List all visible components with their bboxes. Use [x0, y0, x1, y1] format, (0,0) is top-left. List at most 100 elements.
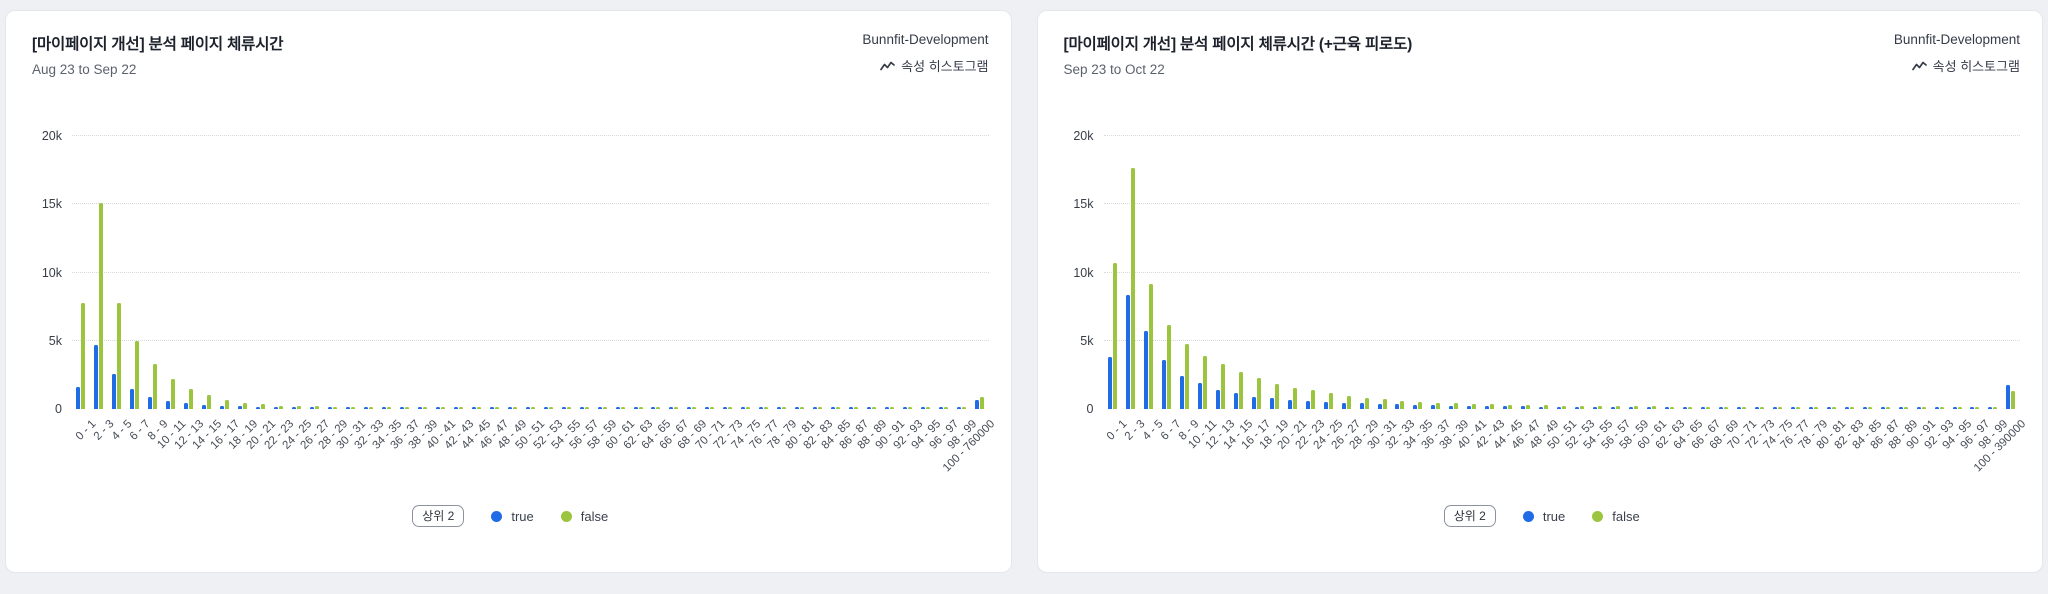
bar-true[interactable] [1754, 407, 1759, 409]
bar-true[interactable] [795, 407, 800, 409]
bar-false[interactable] [1921, 407, 1926, 409]
bar-true[interactable] [1952, 407, 1957, 409]
bar-true[interactable] [1934, 407, 1939, 409]
bar-true[interactable] [417, 407, 422, 409]
bar-true[interactable] [867, 407, 872, 409]
bar-true[interactable] [525, 407, 530, 409]
bar-false[interactable] [908, 407, 913, 409]
bar-false[interactable] [1112, 263, 1117, 409]
bar-false[interactable] [458, 407, 463, 409]
bar-false[interactable] [728, 407, 733, 409]
bar-true[interactable] [1287, 400, 1292, 409]
bar-true[interactable] [615, 407, 620, 409]
bar-false[interactable] [1562, 405, 1567, 409]
bar-true[interactable] [1629, 407, 1634, 409]
bar-true[interactable] [723, 407, 728, 409]
bar-true[interactable] [1179, 376, 1184, 409]
bar-false[interactable] [818, 407, 823, 409]
bar-true[interactable] [777, 407, 782, 409]
bar-false[interactable] [566, 407, 571, 409]
bar-true[interactable] [831, 407, 836, 409]
bar-true[interactable] [1107, 357, 1112, 409]
bar-true[interactable] [633, 407, 638, 409]
bar-false[interactable] [297, 406, 302, 409]
bar-false[interactable] [584, 407, 589, 409]
bar-false[interactable] [99, 203, 104, 409]
bar-false[interactable] [1598, 405, 1603, 409]
bar-false[interactable] [1939, 407, 1944, 409]
bar-true[interactable] [1665, 407, 1670, 409]
bar-true[interactable] [1125, 294, 1130, 409]
bar-true[interactable] [363, 407, 368, 409]
bar-false[interactable] [1454, 403, 1459, 409]
bar-true[interactable] [76, 387, 81, 409]
bar-true[interactable] [1503, 406, 1508, 409]
bar-true[interactable] [1521, 406, 1526, 409]
legend-item-false[interactable]: false [560, 509, 608, 524]
bar-true[interactable] [1395, 404, 1400, 409]
bar-true[interactable] [1341, 402, 1346, 409]
bar-true[interactable] [1449, 405, 1454, 409]
bar-true[interactable] [1647, 407, 1652, 409]
bar-false[interactable] [1544, 405, 1549, 409]
bar-true[interactable] [579, 407, 584, 409]
bar-true[interactable] [453, 407, 458, 409]
bar-true[interactable] [543, 407, 548, 409]
bar-false[interactable] [1885, 407, 1890, 409]
bar-false[interactable] [315, 406, 320, 409]
bar-true[interactable] [1808, 407, 1813, 409]
bar-true[interactable] [1161, 359, 1166, 409]
bar-false[interactable] [1687, 406, 1692, 409]
bar-false[interactable] [943, 407, 948, 409]
bar-false[interactable] [422, 407, 427, 409]
bar-false[interactable] [961, 407, 966, 409]
bar-false[interactable] [1202, 355, 1207, 409]
bar-true[interactable] [310, 407, 315, 409]
bar-true[interactable] [2006, 384, 2011, 409]
bar-false[interactable] [1364, 397, 1369, 409]
bar-true[interactable] [597, 407, 602, 409]
bar-true[interactable] [1431, 405, 1436, 409]
bar-true[interactable] [1575, 406, 1580, 409]
bar-false[interactable] [368, 407, 373, 409]
bar-true[interactable] [1233, 393, 1238, 409]
bar-false[interactable] [1670, 406, 1675, 409]
bar-false[interactable] [261, 404, 266, 409]
bar-true[interactable] [1197, 383, 1202, 409]
bar-false[interactable] [548, 407, 553, 409]
bar-true[interactable] [1916, 407, 1921, 409]
bar-true[interactable] [381, 407, 386, 409]
bar-false[interactable] [674, 407, 679, 409]
bar-true[interactable] [705, 407, 710, 409]
bar-false[interactable] [1184, 343, 1189, 409]
bar-true[interactable] [885, 407, 890, 409]
bar-true[interactable] [1898, 407, 1903, 409]
bar-true[interactable] [166, 400, 171, 409]
bar-true[interactable] [130, 388, 135, 409]
bar-true[interactable] [507, 407, 512, 409]
bar-false[interactable] [1400, 400, 1405, 409]
bar-false[interactable] [1652, 406, 1657, 409]
legend-item-false[interactable]: false [1592, 509, 1640, 524]
bar-true[interactable] [669, 407, 674, 409]
bar-false[interactable] [81, 302, 86, 409]
bar-false[interactable] [1831, 407, 1836, 409]
bar-true[interactable] [274, 407, 279, 409]
bar-false[interactable] [746, 407, 751, 409]
bar-true[interactable] [399, 407, 404, 409]
bar-false[interactable] [1418, 401, 1423, 409]
bar-true[interactable] [328, 407, 333, 409]
bar-false[interactable] [225, 400, 230, 409]
bar-false[interactable] [1957, 407, 1962, 409]
bar-false[interactable] [351, 406, 356, 409]
bar-true[interactable] [220, 405, 225, 409]
bar-true[interactable] [1682, 407, 1687, 409]
bar-false[interactable] [1777, 407, 1782, 409]
bar-false[interactable] [890, 407, 895, 409]
bar-false[interactable] [1795, 407, 1800, 409]
bar-false[interactable] [171, 379, 176, 409]
bar-true[interactable] [94, 344, 99, 409]
bar-true[interactable] [112, 373, 117, 409]
bar-false[interactable] [1292, 387, 1297, 409]
bar-true[interactable] [1611, 407, 1616, 409]
